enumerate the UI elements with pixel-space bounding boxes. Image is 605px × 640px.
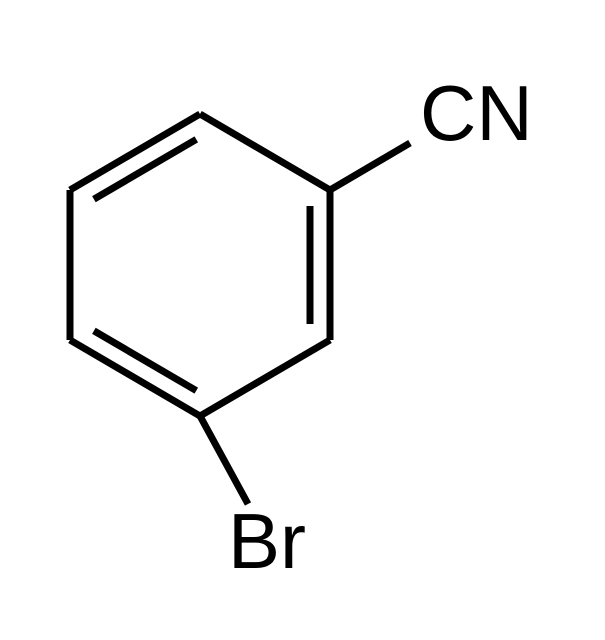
bond-to-cn bbox=[330, 143, 410, 190]
bond-to-br bbox=[200, 416, 248, 504]
bond-c5-c6 bbox=[200, 340, 330, 416]
bond-c1-c2 bbox=[200, 114, 330, 190]
label-group: CN Br bbox=[228, 69, 533, 585]
cyano-label: CN bbox=[420, 69, 533, 157]
bond-group bbox=[70, 114, 410, 504]
bromo-label: Br bbox=[228, 497, 306, 585]
molecule-diagram: CN Br bbox=[0, 0, 605, 640]
